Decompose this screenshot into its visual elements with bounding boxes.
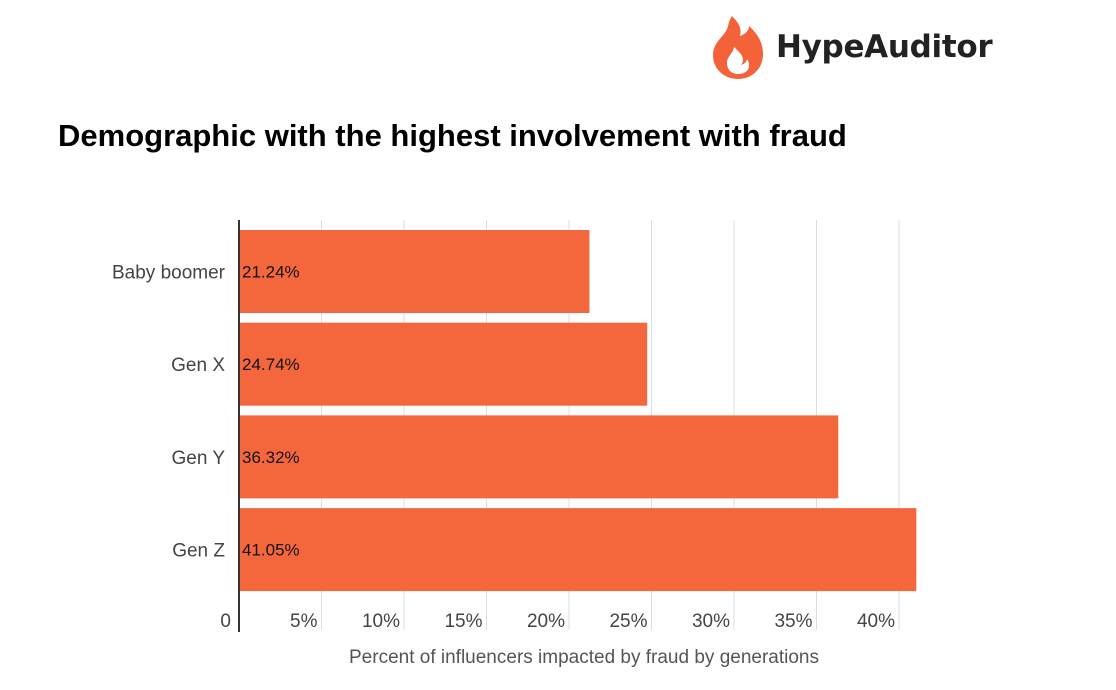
x-tick-label: 40% <box>857 611 895 632</box>
chart-title: Demographic with the highest involvement… <box>58 118 847 153</box>
data-label: 21.24% <box>242 263 300 282</box>
category-label: Gen X <box>171 355 225 376</box>
x-tick-label: 0 <box>220 611 231 632</box>
x-tick-label: 10% <box>362 611 400 632</box>
flame-icon <box>713 16 763 79</box>
bar <box>239 508 917 592</box>
brand-name: HypeAuditor <box>776 29 993 65</box>
x-tick-label: 25% <box>609 611 647 632</box>
category-labels: Baby boomer Gen X Gen Y Gen Z <box>112 263 226 562</box>
category-label: Baby boomer <box>112 263 226 284</box>
bar <box>239 322 648 406</box>
brand-logo: HypeAuditor <box>712 12 993 82</box>
category-label: Gen Z <box>172 541 225 562</box>
data-labels: 21.24% 24.74% 36.32% 41.05% <box>242 263 300 560</box>
bar <box>239 415 839 499</box>
data-label: 41.05% <box>242 541 300 560</box>
x-axis-title: Percent of influencers impacted by fraud… <box>349 647 819 668</box>
category-label: Gen Y <box>171 448 225 469</box>
x-tick-label: 35% <box>774 611 812 632</box>
bars <box>239 230 917 592</box>
data-label: 24.74% <box>242 355 300 374</box>
bar <box>239 230 590 313</box>
x-tick-label: 20% <box>527 611 565 632</box>
x-tick-label: 15% <box>444 611 482 632</box>
x-tick-label: 30% <box>692 611 730 632</box>
x-tick-labels: 0 5% 10% 15% 20% 25% 30% 35% 40% <box>220 611 895 632</box>
data-label: 36.32% <box>242 448 300 467</box>
x-tick-label: 5% <box>290 611 318 632</box>
